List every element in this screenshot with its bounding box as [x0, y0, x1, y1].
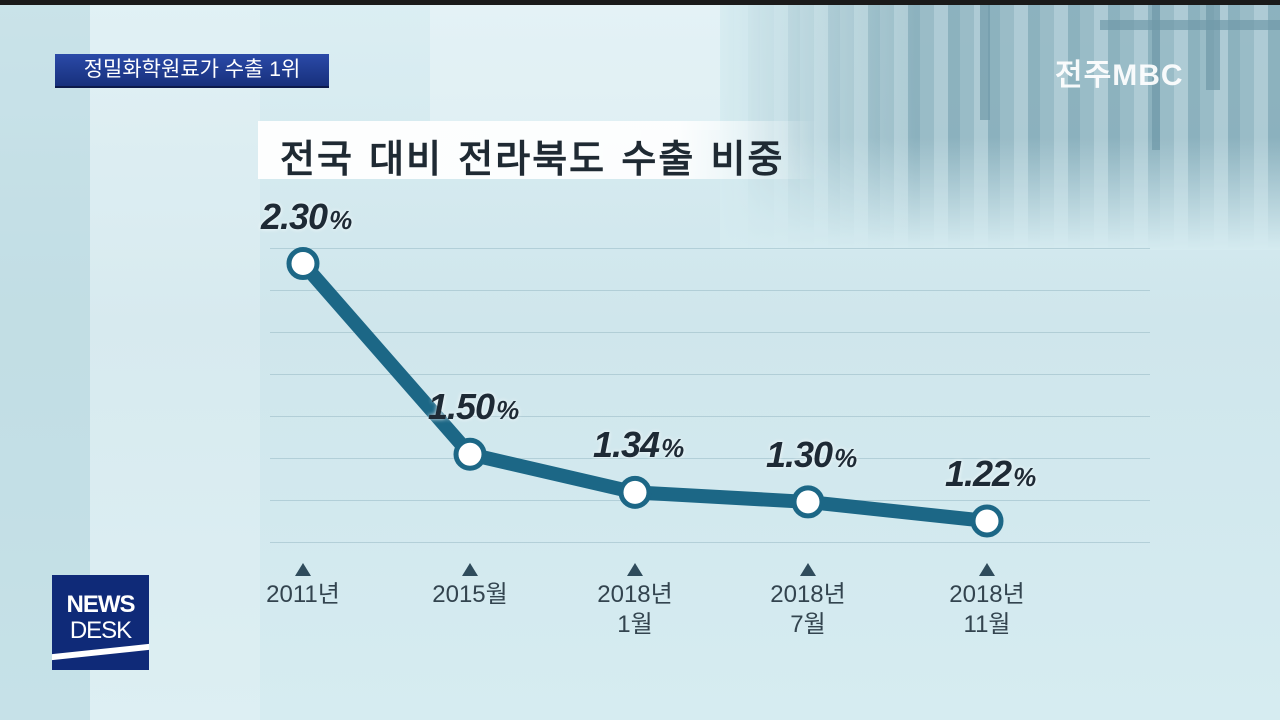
gridline: [270, 416, 1150, 417]
data-label-unit: %: [661, 433, 684, 464]
x-tick-label: 2018년 7월: [770, 581, 846, 638]
data-label: 1.34%: [593, 424, 684, 466]
gridline: [270, 248, 1150, 249]
data-point-marker: [286, 247, 320, 281]
gridline: [270, 458, 1150, 459]
data-label: 2.30%: [261, 195, 352, 238]
data-label-value: 2.30: [261, 195, 328, 237]
data-label-unit: %: [1013, 462, 1036, 492]
gridline: [270, 332, 1150, 333]
top-bar: [0, 0, 1280, 5]
data-label-unit: %: [834, 442, 857, 473]
newsdesk-logo-news: NEWS: [66, 591, 136, 618]
topic-banner: 정밀화학원료가 수출 1위: [55, 54, 329, 88]
data-label: 1.22%: [945, 453, 1036, 495]
data-label-value: 1.22: [945, 453, 1012, 494]
x-tick-label: 2018년 11월: [949, 581, 1025, 638]
data-label-unit: %: [496, 395, 519, 426]
x-tick-label: 2015월: [432, 581, 508, 608]
data-label-value: 1.50: [428, 386, 495, 428]
data-point-marker: [453, 437, 487, 471]
data-label-unit: %: [329, 204, 352, 235]
data-label-value: 1.30: [766, 433, 833, 475]
x-tick-marker: [295, 563, 311, 576]
newsdesk-logo-desk: DESK: [69, 617, 132, 644]
background-panel: [430, 0, 760, 130]
data-label-value: 1.34: [593, 424, 660, 466]
crane-silhouette: [980, 0, 990, 120]
data-label: 1.50%: [428, 386, 519, 428]
data-point-marker: [791, 485, 825, 519]
x-tick-marker: [462, 563, 478, 576]
newsdesk-logo: NEWS DESK: [52, 575, 149, 670]
x-tick-label: 2011년: [266, 581, 340, 608]
x-tick-label: 2018년 1월: [597, 581, 673, 638]
station-logo: 전주MBC: [1055, 59, 1184, 92]
chart-title: 전국 대비 전라북도 수출 비중: [280, 137, 785, 181]
title-strip: [258, 121, 818, 179]
x-tick-marker: [627, 563, 643, 576]
data-point-marker: [970, 504, 1004, 538]
data-label: 1.30%: [766, 433, 857, 476]
crane-silhouette: [1152, 0, 1160, 150]
x-tick-marker: [979, 563, 995, 576]
gridline: [270, 290, 1150, 291]
gridline: [270, 542, 1150, 543]
gridline: [270, 374, 1150, 375]
newsdesk-stripe: [52, 643, 149, 661]
x-tick-marker: [800, 563, 816, 576]
crane-silhouette: [1100, 20, 1280, 30]
data-point-marker: [618, 475, 652, 509]
